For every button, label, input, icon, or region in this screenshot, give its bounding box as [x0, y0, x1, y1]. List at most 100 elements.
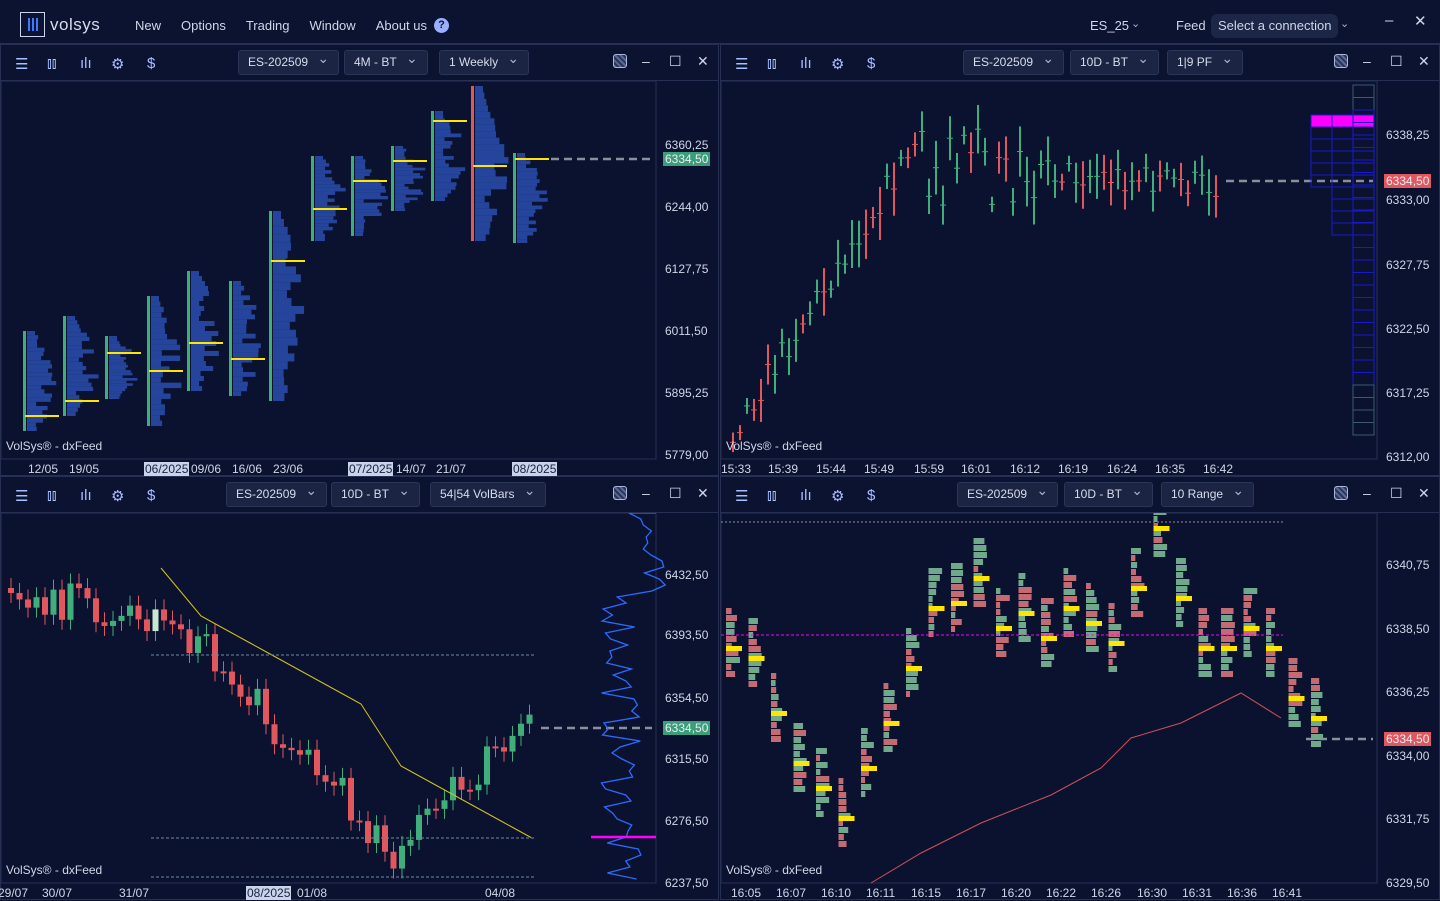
volume-profile-bar	[475, 86, 483, 93]
bar-chart-icon[interactable]: ılı	[800, 487, 812, 504]
candlestick-icon[interactable]: ⫾⫾	[767, 487, 777, 504]
price-axis-label: 6334,00	[1386, 749, 1430, 763]
menu-options[interactable]: Options	[181, 18, 226, 33]
maximize-pane-button[interactable]: ☐	[669, 485, 682, 501]
close-pane-button[interactable]: ✕	[697, 485, 709, 501]
footprint-cell	[1063, 589, 1076, 595]
volume-profile-bar	[109, 391, 123, 394]
menu-icon[interactable]: ☰	[15, 488, 29, 505]
template-icon[interactable]	[613, 486, 627, 500]
chart-type-select[interactable]: 10 Range	[1161, 479, 1255, 507]
dollar-icon[interactable]: $	[147, 487, 156, 504]
footprint-cell	[861, 756, 873, 762]
close-pane-button[interactable]: ✕	[697, 53, 709, 69]
minimize-pane-button[interactable]: –	[1363, 53, 1371, 69]
instrument-select[interactable]: ES-202509	[238, 47, 340, 75]
minimize-pane-button[interactable]: –	[642, 485, 650, 501]
menu-icon[interactable]: ☰	[735, 488, 749, 505]
minimize-pane-button[interactable]: –	[642, 53, 650, 69]
template-icon[interactable]	[1334, 54, 1348, 68]
gear-icon[interactable]: ⚙	[111, 488, 125, 505]
menu-icon[interactable]: ☰	[735, 56, 749, 73]
time-axis-label: 16/06	[232, 462, 263, 476]
instrument-select[interactable]: ES-202509	[226, 479, 328, 507]
candlestick-icon[interactable]: ⫾⫾	[767, 55, 777, 72]
chevron-down-icon[interactable]: ⌄	[1340, 18, 1350, 30]
volume-profile-bar	[109, 364, 128, 368]
footprint-cell	[771, 680, 776, 686]
chevron-down-icon[interactable]: ⌄	[1131, 18, 1141, 30]
volume-profile-bar	[517, 168, 537, 172]
template-icon[interactable]	[1334, 486, 1348, 500]
minimize-pane-button[interactable]: –	[1363, 485, 1371, 501]
dollar-icon[interactable]: $	[867, 55, 876, 72]
volbars-chart[interactable]	[1, 513, 720, 901]
minimize-window-button[interactable]: –	[1385, 12, 1394, 29]
question-circle-icon[interactable]: ?	[434, 18, 449, 33]
footprint-cell	[1176, 565, 1187, 571]
volume-profile-bar	[517, 175, 537, 180]
instrument-select[interactable]: ES-202509	[963, 47, 1065, 75]
weekly-profile-chart[interactable]	[1, 81, 720, 477]
footprint-cell	[838, 799, 847, 805]
menu-window[interactable]: Window	[309, 18, 356, 33]
footprint-cell	[1018, 587, 1032, 593]
dom-cell	[1352, 384, 1375, 398]
menu-trading[interactable]: Trading	[245, 18, 290, 33]
range-select[interactable]: 10D - BT	[331, 479, 421, 507]
footprint-cell	[1086, 611, 1098, 617]
chart-type-select[interactable]: 1 Weekly	[439, 47, 530, 75]
bar-chart-icon[interactable]: ılı	[80, 55, 92, 72]
volume-profile-bar	[475, 182, 507, 190]
price-axis-label: 6354,50	[665, 691, 709, 705]
range-select[interactable]: 10D - BT	[1070, 47, 1160, 75]
dollar-icon[interactable]: $	[147, 55, 156, 72]
template-icon[interactable]	[613, 54, 627, 68]
footprint-cell	[838, 841, 847, 847]
volume-profile-bar	[395, 170, 414, 174]
volume-profile-bar	[67, 336, 90, 341]
volume-profile-bar	[435, 159, 446, 164]
gear-icon[interactable]: ⚙	[831, 56, 845, 73]
bar-chart-icon[interactable]: ılı	[80, 487, 92, 504]
symbol-selector[interactable]: ES_25	[1090, 18, 1130, 33]
range-chart[interactable]	[721, 513, 1440, 901]
maximize-pane-button[interactable]: ☐	[1390, 485, 1403, 501]
close-pane-button[interactable]: ✕	[1418, 485, 1430, 501]
footprint-cell	[1311, 678, 1320, 684]
dollar-icon[interactable]: $	[867, 487, 876, 504]
footprint-cell	[996, 595, 1010, 601]
connection-selector[interactable]: Select a connection	[1211, 14, 1339, 38]
close-window-button[interactable]: ✕	[1414, 13, 1427, 30]
time-axis-label: 29/07	[0, 886, 29, 900]
candlestick-icon[interactable]: ⫾⫾	[47, 487, 57, 504]
footprint-cell	[1311, 734, 1324, 740]
instrument-select[interactable]: ES-202509	[957, 479, 1059, 507]
maximize-pane-button[interactable]: ☐	[669, 53, 682, 69]
menu-about-us[interactable]: About us	[375, 18, 428, 33]
maximize-pane-button[interactable]: ☐	[1390, 53, 1403, 69]
volume-profile-bar	[233, 372, 256, 377]
footprint-cell	[973, 587, 984, 593]
footprint-cell	[1131, 548, 1141, 554]
close-pane-button[interactable]: ✕	[1418, 53, 1430, 69]
bar-chart-icon[interactable]: ılı	[800, 55, 812, 72]
dom-cell	[1352, 297, 1375, 311]
menu-icon[interactable]: ☰	[15, 56, 29, 73]
gear-icon[interactable]: ⚙	[831, 488, 845, 505]
footprint-cell	[1311, 699, 1319, 705]
range-select[interactable]: 10D - BT	[1064, 479, 1154, 507]
candlestick-icon[interactable]: ⫾⫾	[47, 55, 57, 72]
candle	[471, 86, 474, 241]
plot-frame	[1, 81, 657, 460]
chart-type-select[interactable]: 54|54 VolBars	[430, 479, 546, 507]
footprint-cell	[883, 697, 895, 703]
chart-type-select[interactable]: 1|9 PF	[1167, 47, 1244, 75]
gear-icon[interactable]: ⚙	[111, 56, 125, 73]
range-select[interactable]: 4M - BT	[344, 47, 428, 75]
point-figure-chart[interactable]	[721, 81, 1440, 477]
volume-profile-bar	[191, 366, 214, 371]
poc-cell	[1086, 621, 1102, 626]
menu-new[interactable]: New	[135, 18, 162, 33]
footprint-cell	[973, 594, 985, 600]
